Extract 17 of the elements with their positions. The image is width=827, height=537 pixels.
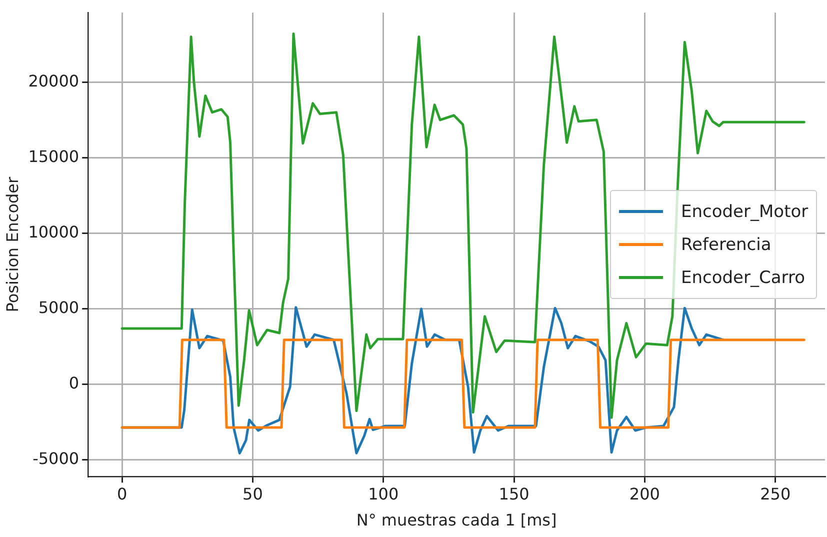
y-tick-label: 5000 [38, 298, 80, 317]
x-tick-label: 50 [242, 484, 263, 504]
legend-label: Referencia [681, 234, 772, 255]
x-tick-label: 200 [629, 484, 660, 504]
x-tick-label: 0 [116, 484, 128, 504]
y-tick-label: 20000 [28, 71, 80, 90]
y-tick-label: 15000 [28, 146, 80, 166]
y-tick-label: 10000 [28, 222, 80, 242]
x-tick-label: 100 [368, 484, 399, 504]
legend-label: Encoder_Carro [681, 268, 805, 288]
x-axis-title: N° muestras cada 1 [ms] [356, 510, 557, 530]
y-tick-label: 0 [68, 374, 80, 393]
x-tick-label: 250 [760, 484, 791, 504]
y-axis-title: Posicion Encoder [2, 176, 22, 312]
x-tick-label: 150 [498, 484, 530, 504]
legend-label: Encoder_Motor [681, 202, 808, 222]
y-tick-label: -5000 [32, 449, 80, 468]
